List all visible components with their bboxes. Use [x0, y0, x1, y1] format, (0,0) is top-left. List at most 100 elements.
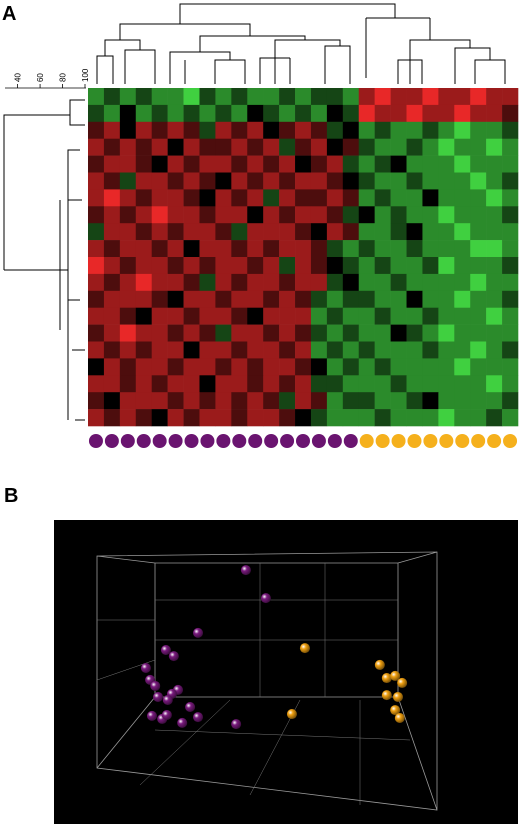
heatmap-cell [151, 206, 168, 224]
heatmap-cell [422, 324, 439, 342]
heatmap-cell [135, 206, 153, 224]
heatmap-cell [310, 206, 328, 224]
heatmap-cell [279, 88, 296, 106]
heatmap-cell [438, 341, 455, 359]
heatmap-cell [183, 392, 200, 410]
heatmap-cell [374, 206, 391, 224]
heatmap-cell [390, 104, 407, 123]
heatmap-cell [119, 104, 137, 123]
heatmap-cell [199, 409, 216, 427]
heatmap-cell [199, 341, 216, 359]
heatmap-cell [231, 341, 248, 359]
heatmap-cell [374, 324, 391, 342]
heatmap-cell [454, 189, 471, 207]
heatmap-cell [247, 206, 264, 224]
heatmap-cell [326, 121, 344, 139]
heatmap-cell [486, 104, 503, 123]
heatmap-cell [454, 375, 471, 393]
heatmap-cell [342, 307, 360, 325]
heatmap-cell [215, 290, 232, 308]
heatmap-cell [310, 409, 328, 427]
heatmap-cell [310, 104, 328, 123]
heatmap-cell [326, 240, 344, 258]
heatmap-cell [358, 358, 375, 376]
heatmap-cell [342, 290, 360, 308]
heatmap-cell [119, 273, 137, 292]
heatmap-cell [135, 155, 153, 173]
heatmap-cell [263, 88, 280, 106]
scatter-point [260, 593, 271, 604]
heatmap-cell [390, 375, 407, 393]
heatmap-cell [263, 375, 280, 393]
heatmap-cell [263, 341, 280, 359]
heatmap-cell [295, 223, 312, 241]
heatmap-cell [151, 172, 168, 190]
heatmap-cell [502, 223, 519, 241]
heatmap-cell [390, 273, 407, 292]
heatmap-cell [486, 257, 503, 275]
heatmap-cell [103, 273, 121, 292]
heatmap-cell [88, 240, 105, 258]
heatmap-cell [151, 138, 168, 156]
heatmap-cell [119, 358, 137, 376]
heatmap-cell [279, 138, 296, 156]
heatmap-cell [470, 240, 487, 258]
heatmap-cell [406, 324, 423, 342]
heatmap-cell [470, 273, 487, 292]
heatmap-cell [342, 138, 360, 156]
heatmap-cell [326, 257, 344, 275]
heatmap-cell [263, 290, 280, 308]
heatmap-cell [326, 392, 344, 410]
heatmap-cell [215, 223, 232, 241]
heatmap-cell [135, 88, 153, 106]
heatmap-cell [342, 240, 360, 258]
heatmap-cell [295, 155, 312, 173]
heatmap-cell [422, 88, 439, 106]
heatmap-cell [502, 273, 519, 292]
heatmap-cell [454, 121, 471, 139]
heatmap-cell [438, 121, 455, 139]
scatter-point [153, 691, 164, 702]
heatmap-cell [342, 392, 360, 410]
heatmap-cell [247, 240, 264, 258]
heatmap-cell [310, 121, 328, 139]
heatmap-cell [374, 189, 391, 207]
heatmap-cell [358, 341, 375, 359]
scatter-point [160, 644, 171, 655]
heatmap-cell [231, 324, 248, 342]
heatmap-cell [119, 155, 137, 173]
heatmap-cell [502, 138, 519, 156]
heatmap-cell [88, 104, 105, 123]
heatmap-cell [263, 121, 280, 139]
scatter-point [185, 702, 196, 713]
heatmap-cell [454, 290, 471, 308]
heatmap-cell [151, 273, 168, 292]
heatmap-cell [215, 257, 232, 275]
heatmap-cell [215, 88, 232, 106]
heatmap-cell [167, 155, 184, 173]
heatmap-cell [454, 240, 471, 258]
heatmap-cell [502, 155, 519, 173]
heatmap-cell [358, 206, 375, 224]
heatmap-cell [151, 409, 168, 427]
heatmap-cell [215, 324, 232, 342]
heatmap-cell [374, 358, 391, 376]
heatmap-cell [183, 375, 200, 393]
heatmap-cell [470, 290, 487, 308]
heatmap-cell [295, 206, 312, 224]
heatmap-cell [438, 189, 455, 207]
heatmap-cell [119, 206, 137, 224]
heatmap-cell [454, 392, 471, 410]
heatmap-cell [103, 104, 121, 123]
heatmap-cell [135, 273, 153, 292]
heatmap-cell [374, 273, 391, 292]
heatmap-cell [231, 172, 248, 190]
heatmap-cell [438, 324, 455, 342]
scatter-point [168, 651, 179, 662]
heatmap-cell [342, 104, 360, 123]
heatmap-cell [279, 172, 296, 190]
heatmap-cell [199, 375, 216, 393]
heatmap-cell [151, 104, 168, 123]
heatmap-cell [454, 155, 471, 173]
heatmap-cell [199, 88, 216, 106]
